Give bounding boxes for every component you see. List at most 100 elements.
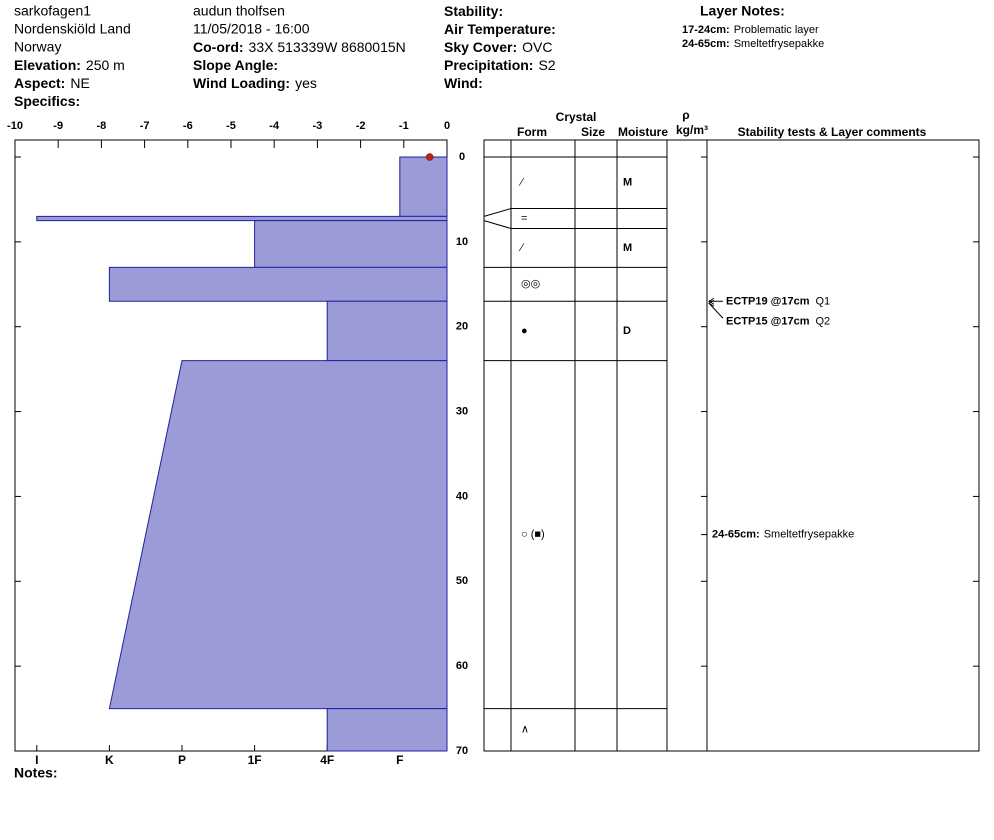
x-tick-label: -9 bbox=[53, 120, 63, 132]
crystal-form: ◎◎ bbox=[521, 278, 540, 290]
hardness-layer bbox=[326, 300, 448, 362]
header-field: Elevation: 250 m bbox=[14, 57, 125, 73]
x-tick-label: -6 bbox=[183, 120, 193, 132]
x-tick-label: -7 bbox=[140, 120, 150, 132]
header-text: audun tholfsen bbox=[193, 3, 285, 19]
header-field: Aspect: NE bbox=[14, 75, 90, 91]
test-arrow bbox=[708, 302, 724, 319]
comment-text: Smeltetfrysepakke bbox=[764, 529, 854, 541]
hardness-tick-label: P bbox=[178, 753, 186, 767]
header-field-label: Stability: bbox=[444, 3, 503, 19]
hardness-layer bbox=[108, 266, 448, 302]
header-field-value: NE bbox=[70, 75, 89, 91]
test-label: ECTP15 @17cm bbox=[726, 315, 810, 327]
y-tick-label: 60 bbox=[456, 660, 468, 672]
header-field-label: Co-ord: bbox=[193, 39, 244, 55]
moisture: M bbox=[623, 242, 632, 254]
crystal-form: ○ (■) bbox=[521, 529, 545, 541]
crystal-form: ● bbox=[521, 325, 528, 337]
x-tick-label: 0 bbox=[444, 120, 450, 132]
layer-note-text: Problematic layer bbox=[734, 24, 819, 36]
header-text: Nordenskiöld Land bbox=[14, 21, 131, 37]
column-header: Moisture bbox=[618, 125, 668, 139]
layer-comment: 24-65cm: Smeltetfrysepakke bbox=[712, 529, 854, 541]
header-field-value: S2 bbox=[538, 57, 555, 73]
header-field: Wind Loading: yes bbox=[193, 75, 317, 91]
test-quality: Q2 bbox=[816, 315, 831, 327]
y-tick-label: 70 bbox=[456, 745, 468, 757]
header-field: Co-ord: 33X 513339W 8680015N bbox=[193, 39, 406, 55]
hardness-tick-label: 1F bbox=[248, 753, 262, 767]
layer-note-range: 17-24cm: bbox=[682, 24, 730, 36]
x-tick-label: -5 bbox=[226, 120, 236, 132]
layer-note: 24-65cm: Smeltetfrysepakke bbox=[682, 38, 824, 50]
y-tick-label: 10 bbox=[456, 236, 468, 248]
crystal-form: ∧ bbox=[521, 724, 529, 736]
column-header: Size bbox=[581, 125, 605, 139]
stability-test: ECTP19 @17cm Q1 bbox=[726, 295, 830, 307]
hardness-layer bbox=[254, 220, 448, 268]
column-header: Form bbox=[517, 125, 547, 139]
header-field-value: yes bbox=[295, 75, 317, 91]
hardness-layer bbox=[399, 156, 448, 217]
column-header: Stability tests & Layer comments bbox=[738, 125, 927, 139]
header-text: 11/05/2018 - 16:00 bbox=[193, 21, 310, 37]
x-tick-label: -8 bbox=[97, 120, 107, 132]
header-field-value: OVC bbox=[522, 39, 552, 55]
header-field: Specifics: bbox=[14, 93, 80, 109]
header-field: Stability: bbox=[444, 3, 503, 19]
layer-notes-title: Layer Notes: bbox=[700, 3, 785, 19]
y-tick-label: 30 bbox=[456, 405, 468, 417]
header-field: Sky Cover: OVC bbox=[444, 39, 553, 55]
x-tick-label: -4 bbox=[269, 120, 280, 132]
hardness-tick-label: K bbox=[105, 753, 114, 767]
moisture: M bbox=[623, 177, 632, 189]
hardness-tick-label: I bbox=[35, 753, 38, 767]
hardness-layer bbox=[108, 360, 448, 710]
y-tick-label: 50 bbox=[456, 575, 468, 587]
header-text: Norway bbox=[14, 39, 61, 55]
layer-note: 17-24cm: Problematic layer bbox=[682, 24, 819, 36]
header-field: Precipitation: S2 bbox=[444, 57, 556, 73]
header-field-label: Slope Angle: bbox=[193, 57, 278, 73]
hardness-tick-label: 4F bbox=[320, 753, 334, 767]
header-text: sarkofagen1 bbox=[14, 3, 91, 19]
layer-boundary bbox=[483, 220, 667, 230]
moisture: D bbox=[623, 325, 631, 337]
column-header: ρ bbox=[682, 108, 689, 122]
x-tick-label: -1 bbox=[399, 120, 409, 132]
layer-boundary bbox=[483, 208, 667, 217]
table-frame bbox=[483, 139, 980, 752]
header-field-value: 33X 513339W 8680015N bbox=[249, 39, 406, 55]
x-tick-label: -10 bbox=[7, 120, 23, 132]
column-header: Crystal bbox=[556, 110, 597, 124]
header-field: Slope Angle: bbox=[193, 57, 278, 73]
test-label: ECTP19 @17cm bbox=[726, 295, 810, 307]
crystal-form: ⁄ bbox=[518, 177, 525, 189]
header-field-label: Wind Loading: bbox=[193, 75, 290, 91]
y-tick-label: 20 bbox=[456, 321, 468, 333]
y-tick-label: 0 bbox=[459, 151, 465, 163]
test-quality: Q1 bbox=[816, 295, 831, 307]
header-field-value: 250 m bbox=[86, 57, 125, 73]
x-tick-label: -2 bbox=[356, 120, 366, 132]
header-field: Air Temperature: bbox=[444, 21, 556, 37]
header-field-label: Specifics: bbox=[14, 93, 80, 109]
hardness-layer bbox=[326, 708, 448, 752]
hardness-tick-label: F bbox=[396, 753, 403, 767]
column-header: kg/m³ bbox=[676, 123, 708, 137]
header-field-label: Wind: bbox=[444, 75, 483, 91]
header-field-label: Precipitation: bbox=[444, 57, 533, 73]
header-field-label: Sky Cover: bbox=[444, 39, 517, 55]
header-field: Wind: bbox=[444, 75, 483, 91]
test-arrowhead bbox=[708, 299, 715, 307]
layer-note-range: 24-65cm: bbox=[682, 38, 730, 50]
x-tick-label: -3 bbox=[313, 120, 323, 132]
y-tick-label: 40 bbox=[456, 490, 468, 502]
layer-note-text: Smeltetfrysepakke bbox=[734, 38, 824, 50]
notes-label: Notes: bbox=[14, 765, 58, 781]
crystal-form: ⁄ bbox=[518, 242, 525, 254]
temperature-point bbox=[425, 153, 434, 161]
